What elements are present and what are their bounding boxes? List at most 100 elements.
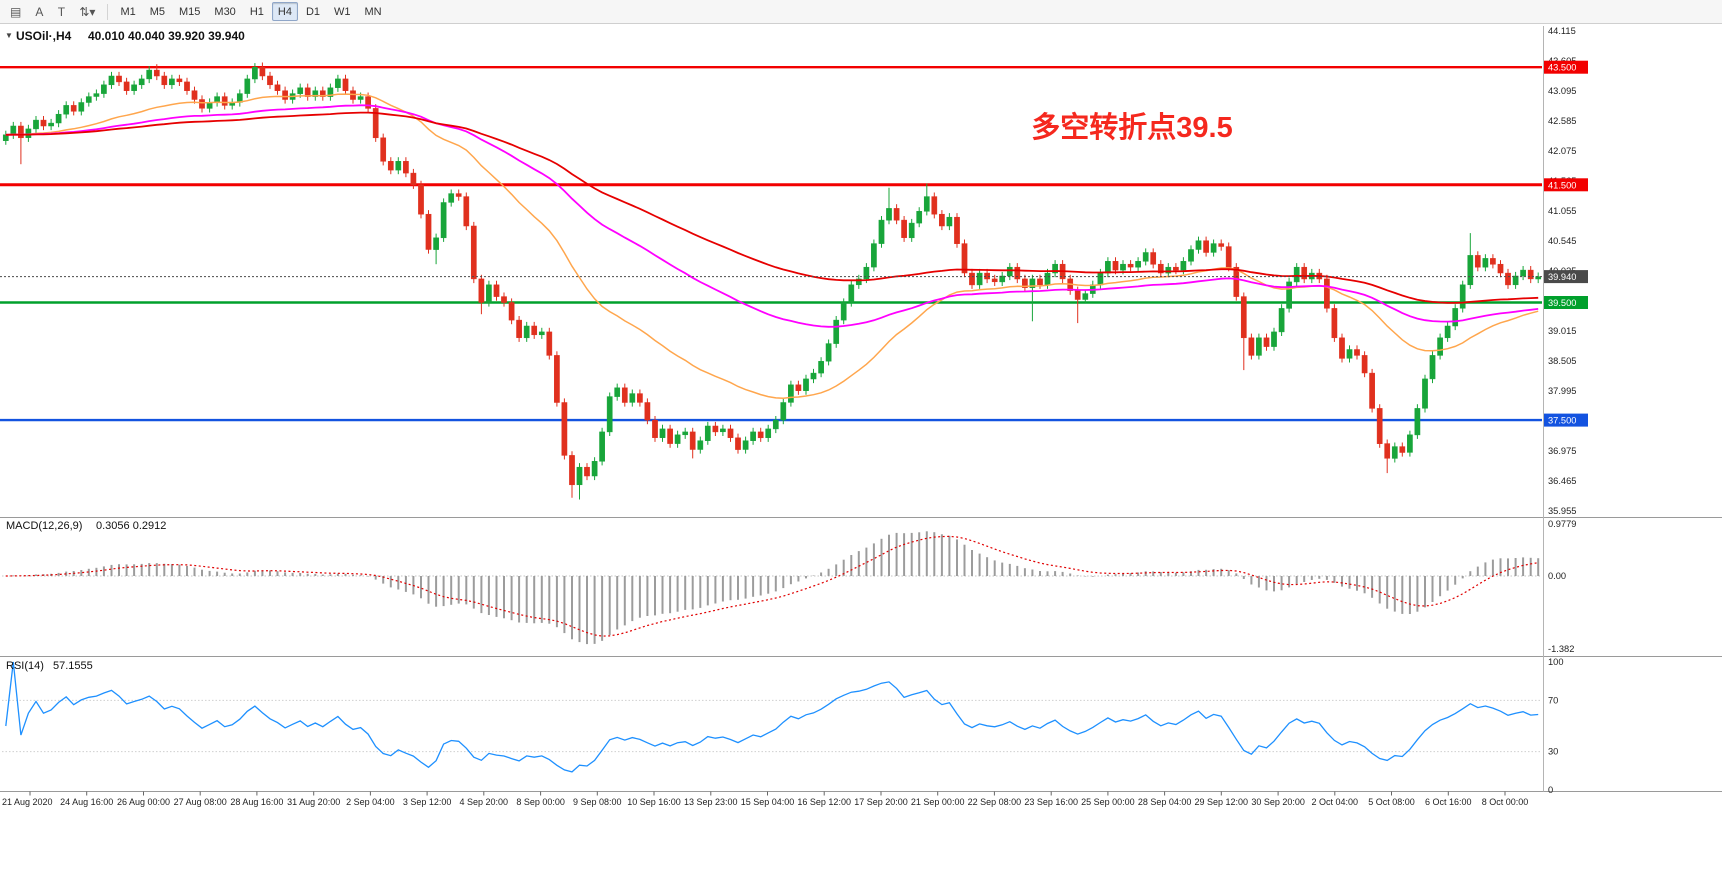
candle-down: [637, 393, 643, 403]
candle-up: [1271, 331, 1277, 347]
price-tick-label: 44.115: [1548, 26, 1576, 36]
scale-dropdown-icon[interactable]: ⇅▾: [79, 5, 96, 19]
time-label: 15 Sep 04:00: [741, 797, 795, 807]
time-label: 9 Sep 08:00: [573, 797, 622, 807]
time-label: 5 Oct 08:00: [1368, 797, 1415, 807]
candle-up: [825, 343, 832, 362]
price-tick-label: 40.545: [1548, 236, 1576, 246]
candle-down: [1248, 337, 1255, 356]
cursor-tool-icon[interactable]: A: [35, 5, 44, 19]
candle-down: [372, 108, 379, 139]
candle-down: [644, 402, 651, 421]
toolbar-separator: [107, 3, 109, 20]
candle-up: [131, 84, 137, 91]
candle-up: [1520, 269, 1526, 277]
chart-collapse-arrow-icon[interactable]: ▼: [5, 31, 13, 40]
candle-up: [1391, 446, 1398, 459]
timeframe-mn-button[interactable]: MN: [364, 6, 382, 18]
candle-up: [297, 87, 304, 94]
candle-down: [508, 302, 515, 321]
timeframe-h1-button[interactable]: H1: [249, 6, 264, 18]
candle-down: [259, 66, 266, 77]
time-label: 16 Sep 12:00: [797, 797, 851, 807]
candle-down: [984, 272, 990, 280]
candle-down: [1233, 266, 1240, 297]
candle-up: [720, 428, 726, 433]
candle-up: [1135, 261, 1141, 268]
candle-up: [312, 90, 319, 97]
candle-down: [931, 196, 938, 215]
price-tick-label: 37.995: [1548, 386, 1576, 396]
candle-down: [546, 331, 553, 356]
text-tool-icon[interactable]: T: [57, 5, 66, 19]
candle-down: [757, 431, 764, 439]
candle-up: [395, 161, 402, 171]
candle-up: [1467, 255, 1474, 286]
candle-up: [1180, 261, 1187, 271]
candle-down: [176, 78, 183, 83]
rsi-indicator-values: 57.1555: [53, 660, 93, 672]
candle-down: [1173, 266, 1179, 271]
macd-indicator-values: 0.3056 0.2912: [96, 520, 166, 532]
candle-up: [440, 202, 447, 239]
price-label-text: 41.500: [1548, 180, 1576, 190]
candle-up: [1195, 240, 1202, 250]
rsi-tick-label: 100: [1548, 657, 1564, 667]
candle-up: [614, 387, 621, 397]
candle-down: [1527, 269, 1534, 280]
candle-up: [1482, 258, 1489, 268]
candle-down: [282, 90, 288, 100]
candle-up: [1142, 252, 1149, 262]
candle-down: [667, 428, 673, 444]
candle-down: [1022, 278, 1028, 288]
candle-down: [531, 325, 538, 336]
macd-tick-label: 0.9779: [1548, 519, 1576, 529]
macd-tick-label: 0.00: [1548, 571, 1566, 581]
candle-down: [40, 119, 47, 127]
rsi-tick-label: 0: [1548, 785, 1553, 795]
candle-up: [871, 243, 877, 268]
candle-down: [493, 284, 500, 297]
candle-up: [2, 134, 9, 141]
ma-34-line[interactable]: [5, 93, 1539, 399]
price-label-text: 43.500: [1548, 63, 1576, 73]
candle-down: [403, 161, 409, 174]
candle-down: [380, 137, 387, 162]
price-label-box: [1544, 60, 1588, 74]
chart-window-icon[interactable]: ▤: [10, 5, 22, 19]
timeframe-m5-button[interactable]: M5: [149, 6, 165, 18]
macd-signal-line: [5, 535, 1539, 637]
price-tick-label: 38.505: [1548, 356, 1576, 366]
candle-up: [335, 78, 341, 88]
time-label: 21 Aug 2020: [2, 797, 53, 807]
candle-up: [1082, 293, 1089, 300]
candle-up: [1188, 249, 1194, 262]
chart-plot-area[interactable]: [0, 24, 1722, 894]
candle-down: [1127, 263, 1134, 268]
timeframe-h4-button[interactable]: H4: [271, 2, 298, 21]
candle-down: [70, 105, 77, 112]
timeframe-m1-button[interactable]: M1: [120, 6, 136, 18]
candle-up: [908, 222, 915, 239]
timeframe-m15-button[interactable]: M15: [179, 6, 201, 18]
toolbar-tools: ▤ A T ⇅▾: [3, 0, 102, 23]
timeframe-m30-button[interactable]: M30: [214, 6, 236, 18]
timeframe-w1-button[interactable]: W1: [334, 6, 351, 18]
candle-up: [55, 113, 62, 124]
timeframe-d1-button[interactable]: D1: [305, 6, 320, 18]
ma-76-line[interactable]: [5, 104, 1539, 328]
candle-up: [606, 396, 613, 433]
candle-up: [976, 272, 983, 286]
chart-svg: 44.11543.60543.09542.58542.07541.56541.0…: [0, 24, 1722, 894]
candle-up: [863, 266, 870, 280]
candle-down: [410, 172, 417, 186]
candle-up: [576, 466, 583, 486]
candle-down: [689, 431, 696, 450]
candle-down: [1218, 243, 1225, 247]
candle-down: [470, 225, 477, 280]
candle-down: [1324, 278, 1330, 309]
candle-up: [697, 440, 704, 450]
ma-120-line[interactable]: [5, 111, 1539, 304]
candle-down: [1354, 349, 1360, 356]
time-label: 27 Aug 08:00: [174, 797, 227, 807]
